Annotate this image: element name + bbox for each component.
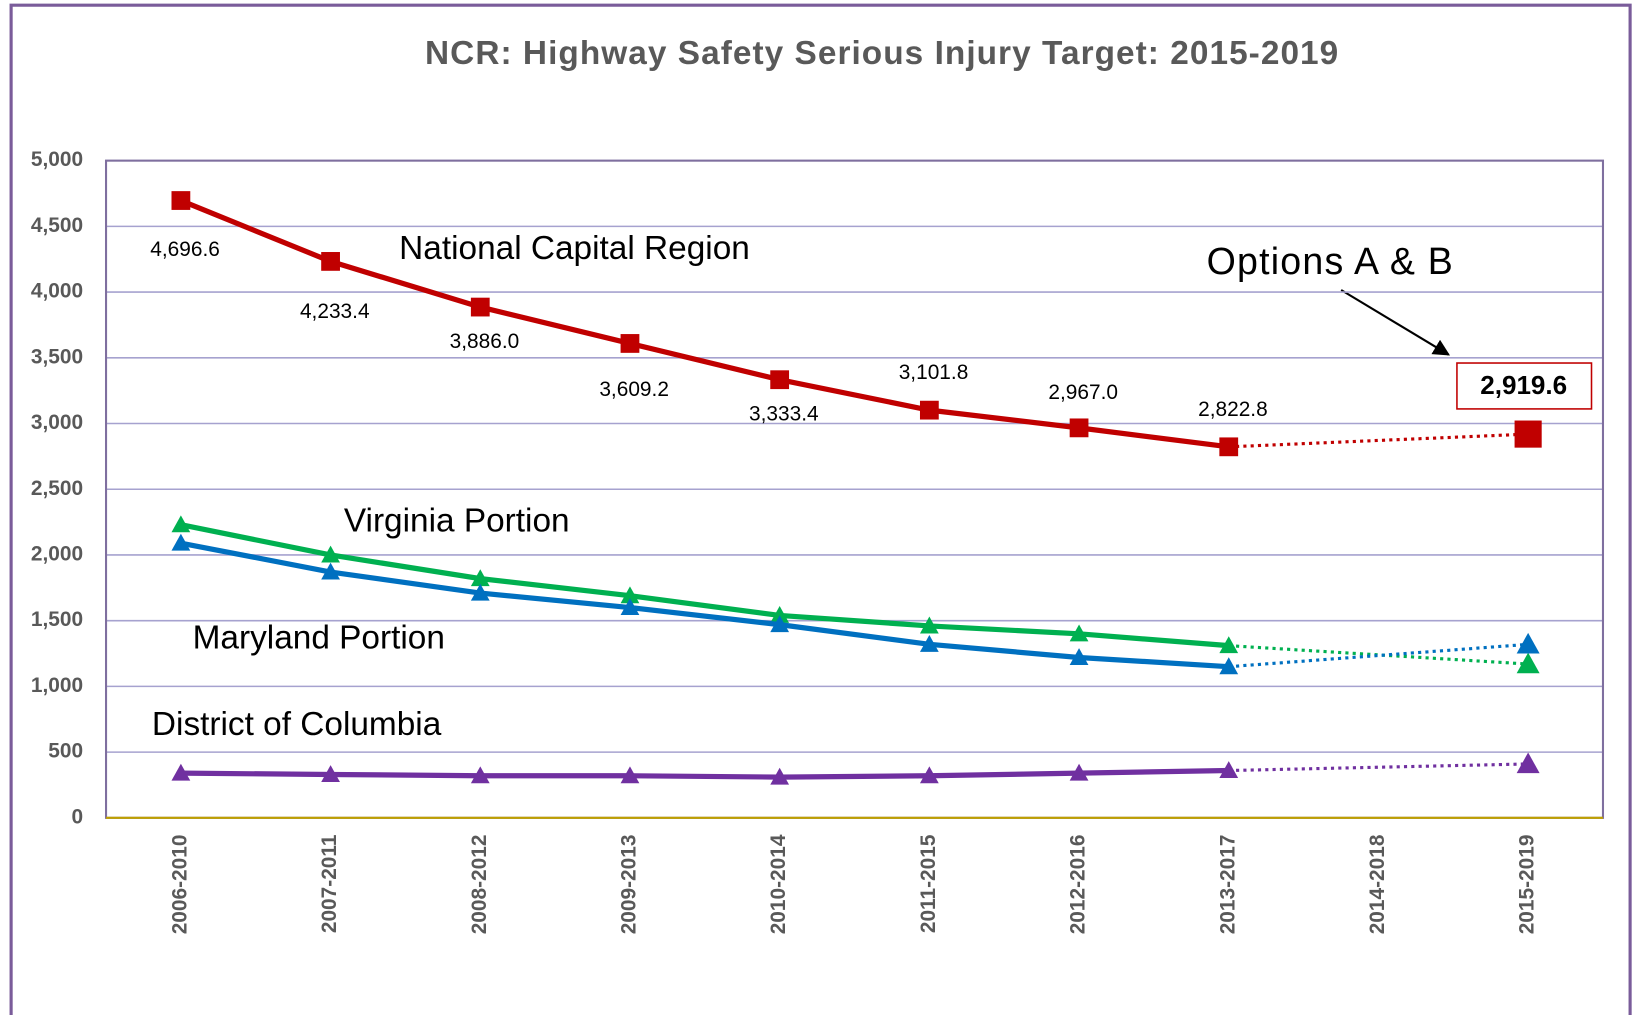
marker bbox=[1516, 752, 1540, 774]
series-line bbox=[179, 198, 1230, 450]
series-label: National Capital Region bbox=[399, 230, 750, 267]
series-label: Maryland Portion bbox=[193, 619, 445, 656]
value-label: 4,233.4 bbox=[300, 300, 370, 323]
x-tick-label: 2008-2012 bbox=[468, 835, 491, 935]
y-tick-label: 2,000 bbox=[31, 542, 83, 565]
frame bbox=[9, 3, 1632, 1015]
marker bbox=[1514, 420, 1542, 448]
marker bbox=[470, 583, 490, 601]
x-tick-label: 2013-2017 bbox=[1216, 835, 1239, 935]
projection-line bbox=[1228, 644, 1529, 666]
projection-line bbox=[1228, 762, 1529, 773]
marker bbox=[770, 370, 790, 390]
value-label: 2,967.0 bbox=[1048, 381, 1118, 404]
marker bbox=[1516, 652, 1540, 674]
x-tick-label: 2011-2015 bbox=[917, 834, 940, 933]
x-tick-label: 2015-2019 bbox=[1516, 835, 1539, 935]
marker bbox=[620, 586, 640, 604]
value-label: 3,886.0 bbox=[450, 330, 520, 353]
x-tick-label: 2006-2010 bbox=[168, 835, 191, 935]
x-tick-label: 2012-2016 bbox=[1067, 835, 1090, 935]
y-tick-label: 0 bbox=[71, 805, 83, 828]
marker bbox=[919, 400, 939, 420]
projection-line bbox=[1228, 642, 1529, 669]
series-label: Virginia Portion bbox=[344, 502, 570, 539]
marker bbox=[770, 767, 790, 785]
marker bbox=[620, 598, 640, 616]
x-tick-label: 2014-2018 bbox=[1366, 835, 1389, 935]
marker bbox=[1069, 648, 1089, 665]
series-line bbox=[180, 767, 1229, 780]
y-tick-label: 1,500 bbox=[31, 608, 83, 631]
marker bbox=[321, 252, 340, 271]
marker bbox=[919, 766, 939, 784]
arrow bbox=[1340, 289, 1451, 356]
value-label: 4,696.6 bbox=[150, 238, 220, 261]
x-tick-label: 2007-2011 bbox=[318, 834, 341, 933]
marker bbox=[1219, 761, 1239, 779]
marker bbox=[1219, 437, 1239, 457]
y-tick-label: 2,500 bbox=[31, 477, 83, 500]
marker bbox=[321, 765, 340, 782]
marker bbox=[470, 297, 490, 317]
value-label: 3,333.4 bbox=[749, 403, 819, 426]
y-tick-label: 500 bbox=[48, 740, 83, 763]
y-tick-label: 4,500 bbox=[31, 214, 83, 237]
marker bbox=[171, 191, 191, 210]
x-tick-label: 2009-2013 bbox=[617, 835, 640, 935]
marker bbox=[919, 616, 939, 634]
y-tick-label: 1,000 bbox=[31, 674, 83, 697]
y-tick-label: 4,000 bbox=[31, 280, 83, 303]
marker bbox=[171, 533, 191, 551]
value-label: 2,919.6 bbox=[1480, 370, 1567, 400]
marker bbox=[171, 515, 191, 533]
marker bbox=[321, 562, 340, 580]
marker bbox=[470, 569, 490, 587]
marker bbox=[1069, 624, 1089, 642]
series-line bbox=[180, 522, 1229, 649]
value-label: 2,822.8 bbox=[1198, 398, 1268, 421]
y-tick-label: 5,000 bbox=[31, 148, 83, 171]
projection-line bbox=[1228, 432, 1529, 449]
series-label: District of Columbia bbox=[152, 706, 442, 743]
marker bbox=[1219, 636, 1239, 654]
series-line bbox=[180, 540, 1229, 670]
value-label: 3,609.2 bbox=[599, 378, 669, 401]
marker bbox=[919, 634, 939, 652]
marker bbox=[321, 545, 340, 563]
marker bbox=[770, 615, 790, 633]
value-label: 3,101.8 bbox=[899, 361, 969, 384]
marker bbox=[1069, 763, 1089, 781]
chart-title: NCR: Highway Safety Serious Injury Targe… bbox=[425, 35, 1339, 72]
x-tick-label: 2010-2014 bbox=[767, 834, 790, 934]
marker bbox=[1219, 657, 1239, 675]
y-tick-label: 3,500 bbox=[31, 345, 83, 368]
annotation: Options A & B bbox=[1207, 240, 1453, 282]
marker bbox=[1516, 632, 1540, 654]
label-box bbox=[1456, 362, 1593, 410]
marker bbox=[171, 763, 191, 781]
marker bbox=[620, 766, 640, 784]
marker bbox=[1069, 418, 1089, 438]
marker bbox=[620, 334, 640, 353]
y-tick-label: 3,000 bbox=[31, 411, 83, 434]
marker bbox=[470, 766, 490, 784]
marker bbox=[770, 606, 790, 623]
